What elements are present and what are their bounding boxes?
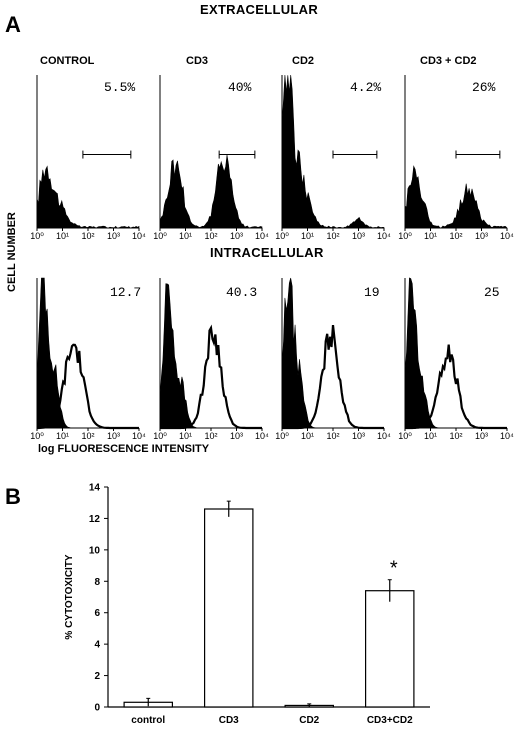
bar-category-label: CD3+CD2	[367, 715, 413, 726]
histogram-tick-label: 10²	[326, 431, 339, 441]
histogram-tick-label: 10³	[352, 231, 365, 241]
histogram-tick-label: 10¹	[56, 431, 69, 441]
bar-category-label: CD2	[299, 715, 319, 726]
histogram-tick-label: 10⁴	[132, 431, 146, 441]
histogram-tick-label: 10¹	[424, 431, 437, 441]
histogram-tick-label: 10⁴	[132, 231, 146, 241]
histogram-ext-control: 10⁰ 10¹ 10² 10³ 10⁴	[30, 75, 146, 241]
histogram-tick-label: 10²	[204, 431, 217, 441]
histogram-tick-label: 10⁰	[398, 431, 412, 441]
extracellular-title: EXTRACELLULAR	[200, 2, 319, 17]
histogram-fill	[281, 74, 385, 229]
histogram-tick-label: 10³	[107, 431, 120, 441]
histogram-tick-label: 10¹	[56, 231, 69, 241]
histogram-tick-label: 10⁰	[275, 431, 289, 441]
intracellular-value-control: 12.7	[110, 285, 142, 300]
bar-y-tick-label: 12	[89, 514, 101, 525]
bar-y-axis-label: % CYTOTOXICITY	[64, 554, 75, 640]
histogram-tick-label: 10⁴	[500, 231, 514, 241]
histogram-tick-label: 10³	[230, 431, 243, 441]
histogram-fill	[404, 165, 508, 229]
bar-y-tick-label: 6	[94, 608, 100, 619]
histogram-int-control: 10⁰ 10¹ 10² 10³ 10⁴	[30, 277, 146, 441]
histogram-ext-cd3-cd2: 10⁰ 10¹ 10² 10³ 10⁴	[398, 75, 514, 241]
bar-y-tick-label: 4	[94, 640, 100, 651]
intracellular-value-cd2: 19	[364, 285, 380, 300]
histogram-tick-label: 10³	[107, 231, 120, 241]
bar-category-label: control	[131, 715, 165, 726]
condition-label-cd3-cd2: CD3 + CD2	[420, 55, 477, 67]
histogram-tick-label: 10⁰	[275, 231, 289, 241]
histogram-tick-label: 10⁰	[153, 431, 167, 441]
bar-y-tick-label: 10	[89, 545, 101, 556]
histogram-outline	[282, 324, 384, 430]
bar-cd3-cd2	[365, 590, 415, 708]
histogram-outline	[160, 324, 262, 430]
histogram-tick-label: 10¹	[179, 431, 192, 441]
histogram-tick-label: 10⁰	[153, 231, 167, 241]
histogram-fill	[404, 277, 507, 429]
significance-asterisk: *	[390, 558, 398, 580]
extracellular-value-cd3-cd2: 26%	[472, 80, 496, 95]
log-fluorescence-label: log FLUORESCENCE INTENSITY	[38, 443, 210, 455]
extracellular-value-control: 5.5%	[104, 80, 136, 95]
bar-y-tick-label: 2	[94, 671, 100, 682]
bar-y-tick-label: 0	[94, 703, 100, 714]
histogram-tick-label: 10⁰	[30, 431, 44, 441]
histogram-tick-label: 10²	[81, 431, 94, 441]
histogram-tick-label: 10⁴	[377, 431, 391, 441]
flow-histograms: 10⁰ 10¹ 10² 10³ 10⁴ 10⁰ 10¹ 10² 10³ 10⁴ 10⁰ 10¹ 10² 1…	[30, 74, 514, 441]
histogram-tick-label: 10¹	[301, 431, 314, 441]
histogram-tick-label: 10³	[475, 231, 488, 241]
histogram-fill	[159, 283, 262, 429]
extracellular-value-cd3: 40%	[228, 80, 252, 95]
histogram-tick-label: 10⁴	[500, 431, 514, 441]
condition-label-control: CONTROL	[40, 55, 95, 67]
histogram-tick-label: 10³	[230, 231, 243, 241]
histogram-tick-label: 10²	[449, 231, 462, 241]
bar-cd3	[204, 508, 254, 708]
histogram-tick-label: 10²	[326, 231, 339, 241]
histogram-ext-cd3: 10⁰ 10¹ 10² 10³ 10⁴	[153, 75, 269, 241]
histogram-tick-label: 10³	[352, 431, 365, 441]
histogram-tick-label: 10³	[475, 431, 488, 441]
histogram-tick-label: 10¹	[424, 231, 437, 241]
panel-b-letter: B	[5, 484, 21, 509]
histogram-int-cd3: 10⁰ 10¹ 10² 10³ 10⁴	[153, 278, 269, 441]
bar-y-tick-label: 14	[89, 483, 101, 494]
histogram-fill	[159, 154, 263, 229]
histogram-outline	[405, 344, 507, 430]
condition-label-cd2: CD2	[292, 55, 315, 67]
histogram-tick-label: 10¹	[301, 231, 314, 241]
intracellular-title: INTRACELLULAR	[210, 245, 324, 260]
histogram-tick-label: 10⁴	[377, 231, 391, 241]
histogram-fill	[36, 165, 140, 229]
condition-label-cd3: CD3	[186, 55, 209, 67]
histogram-tick-label: 10²	[204, 231, 217, 241]
histogram-outline	[37, 343, 139, 430]
histogram-tick-label: 10²	[81, 231, 94, 241]
histogram-fill	[281, 277, 384, 429]
histogram-int-cd3-cd2: 10⁰ 10¹ 10² 10³ 10⁴	[398, 277, 514, 441]
panel-a-letter: A	[5, 12, 21, 37]
histogram-tick-label: 10⁴	[255, 231, 269, 241]
bar-category-label: CD3	[219, 715, 239, 726]
histogram-ext-cd2: 10⁰ 10¹ 10² 10³ 10⁴	[275, 74, 391, 241]
intracellular-value-cd3: 40.3	[226, 285, 258, 300]
histogram-int-cd2: 10⁰ 10¹ 10² 10³ 10⁴	[275, 277, 391, 441]
cytotoxicity-bar-chart: 0 2 4 6 8 10 12 14 % CYTOTOXICITY control CD3 CD2 CD…	[64, 483, 430, 726]
intracellular-value-cd3-cd2: 25	[484, 285, 500, 300]
histogram-tick-label: 10⁰	[398, 231, 412, 241]
histogram-tick-label: 10¹	[179, 231, 192, 241]
bar-y-tick-label: 8	[94, 577, 100, 588]
histogram-tick-label: 10²	[449, 431, 462, 441]
extracellular-value-cd2: 4.2%	[350, 80, 382, 95]
histogram-tick-label: 10⁰	[30, 231, 44, 241]
histogram-tick-label: 10⁴	[255, 431, 269, 441]
